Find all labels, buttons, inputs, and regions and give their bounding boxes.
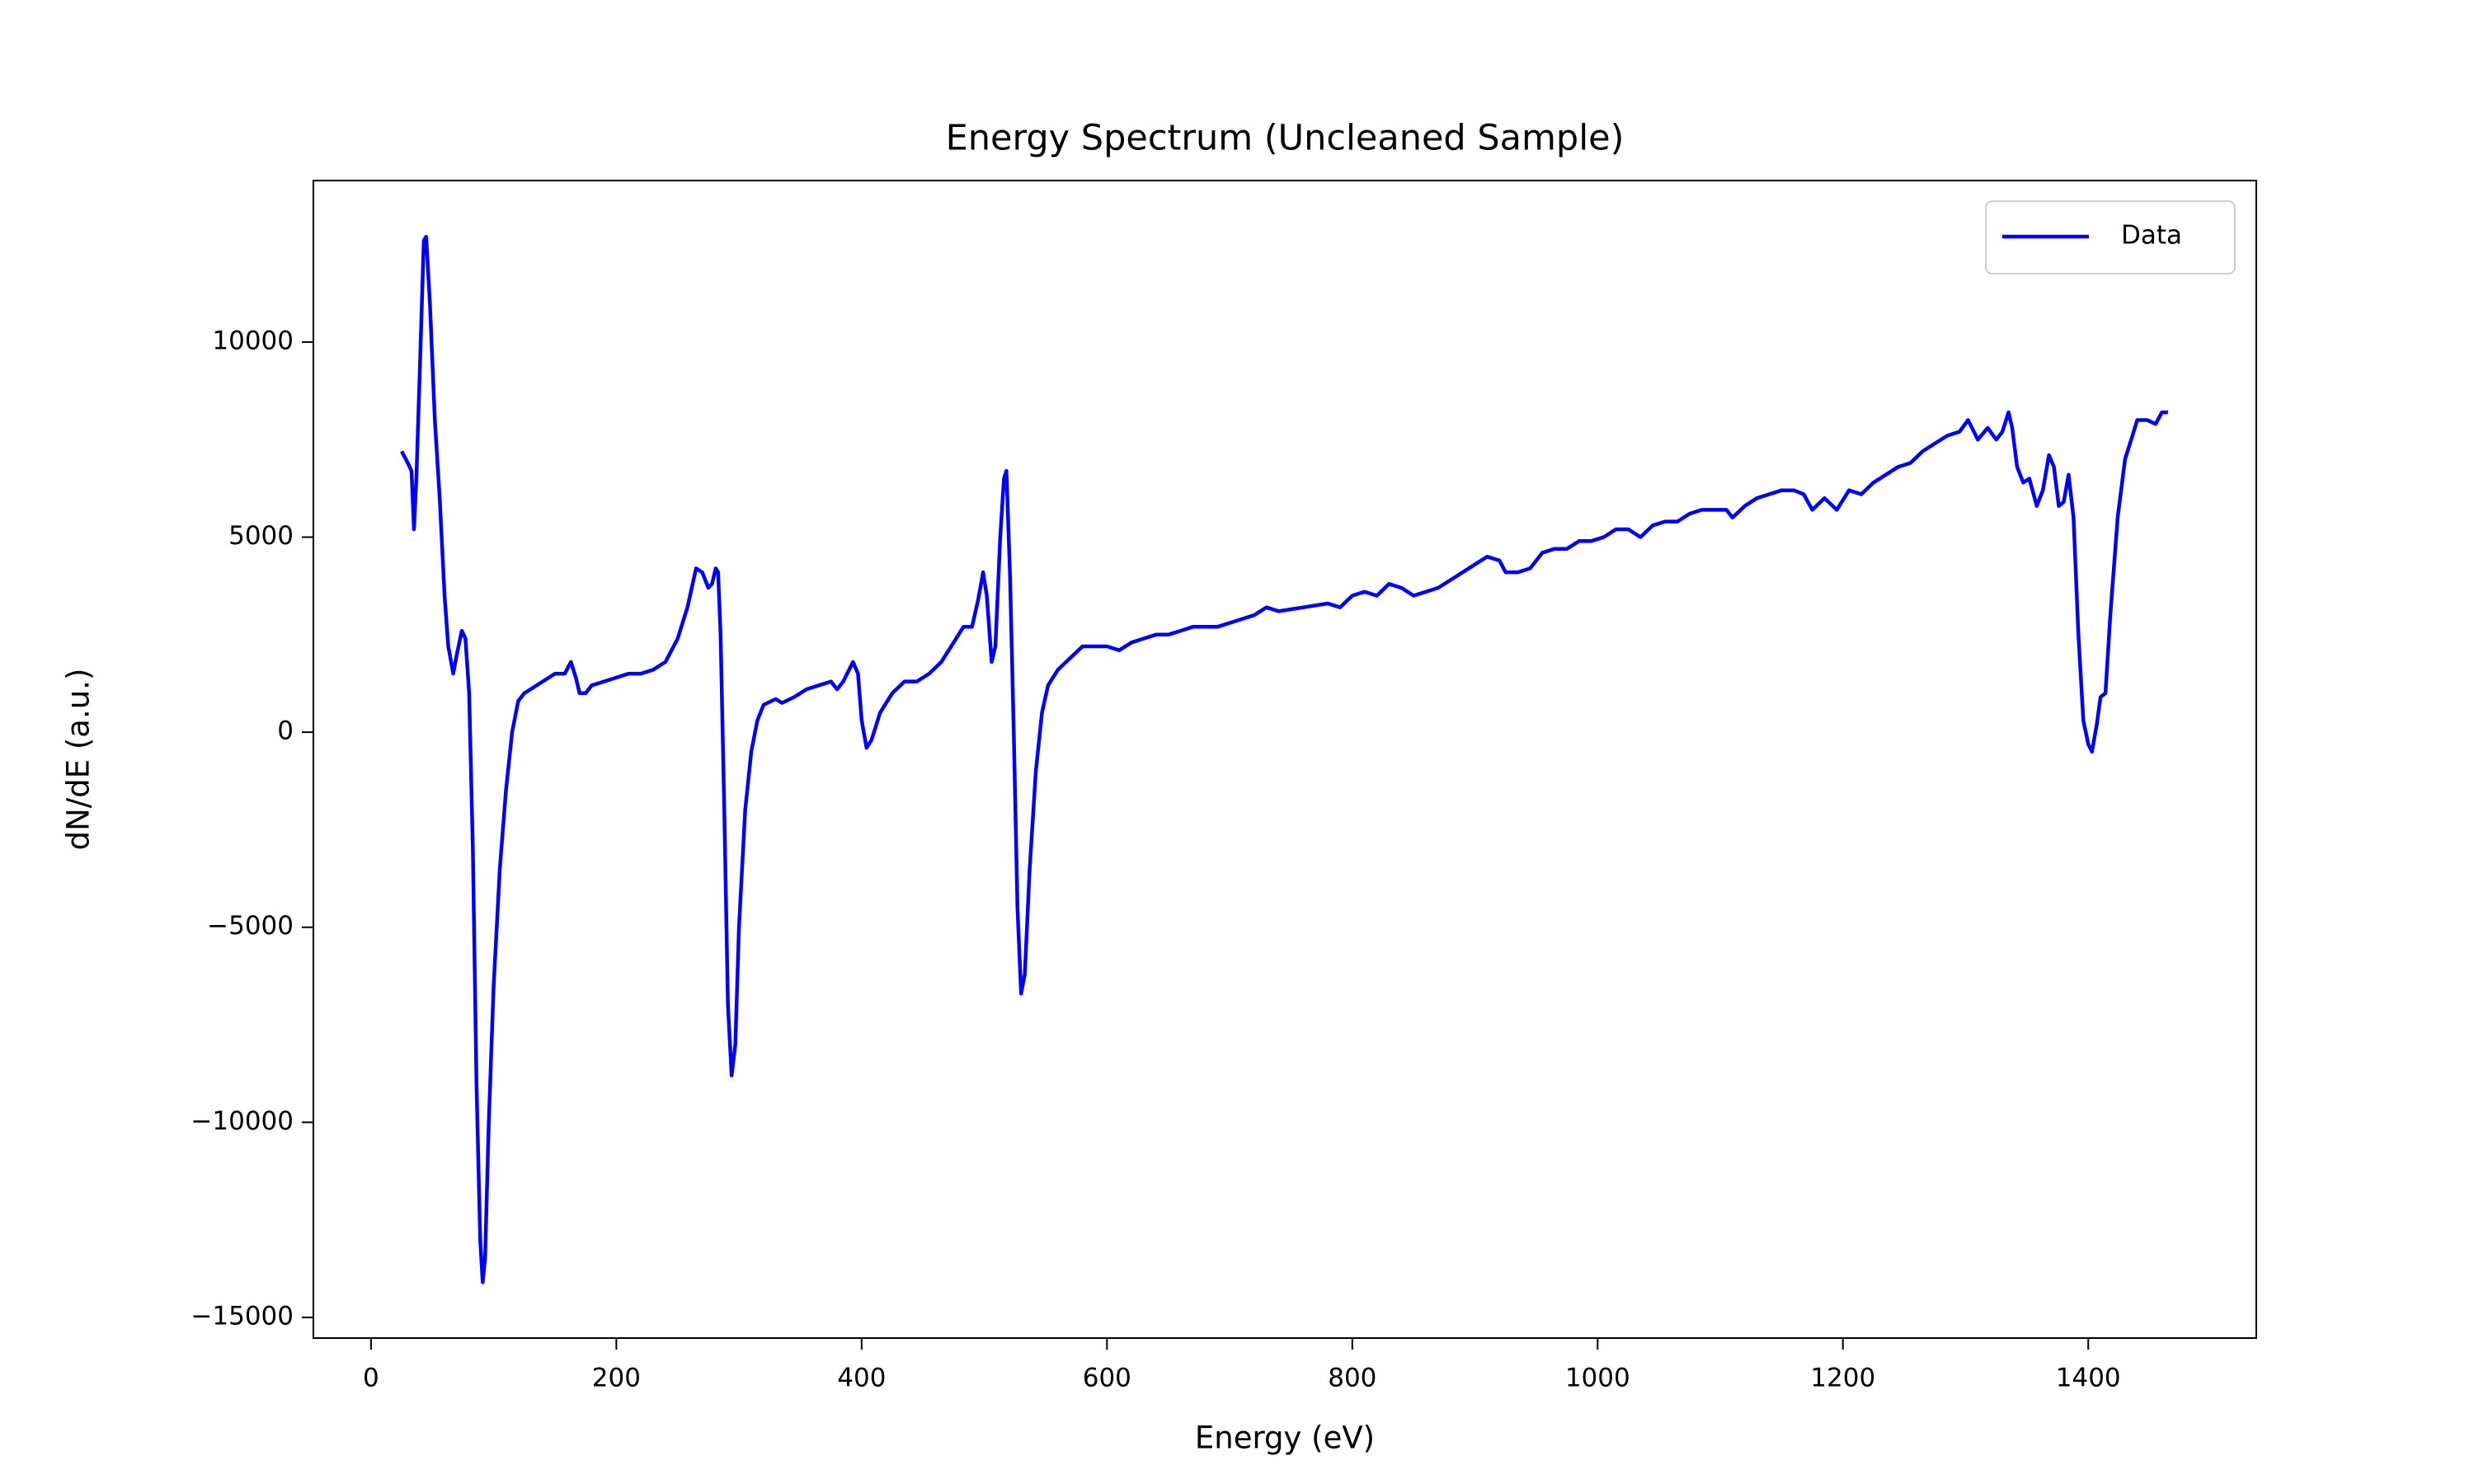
x-tick-label: 800 bbox=[1328, 1364, 1376, 1393]
legend-label: Data bbox=[2121, 221, 2182, 251]
plot-frame bbox=[313, 180, 2257, 1339]
x-tick-label: 400 bbox=[837, 1364, 886, 1393]
x-tick-label: 0 bbox=[363, 1364, 379, 1393]
x-tick-label: 1200 bbox=[1810, 1364, 1875, 1393]
y-tick-label: 5000 bbox=[228, 521, 294, 551]
y-tick-label: −5000 bbox=[207, 911, 294, 941]
y-tick-label: −15000 bbox=[190, 1301, 294, 1331]
y-tick-label: 10000 bbox=[212, 326, 294, 355]
chart-title: Energy Spectrum (Uncleaned Sample) bbox=[946, 118, 1625, 159]
x-axis-label: Energy (eV) bbox=[1195, 1421, 1375, 1456]
x-tick-label: 1000 bbox=[1565, 1364, 1630, 1393]
x-tick-label: 600 bbox=[1083, 1364, 1131, 1393]
y-tick-label: −10000 bbox=[190, 1106, 294, 1136]
legend-box bbox=[1985, 200, 2236, 275]
y-axis-label: dN/dE (a.u.) bbox=[61, 669, 96, 851]
x-tick-label: 200 bbox=[592, 1364, 641, 1393]
data-line bbox=[400, 234, 2168, 1284]
x-tick-label: 1400 bbox=[2056, 1364, 2121, 1393]
y-tick-label: 0 bbox=[277, 716, 294, 746]
